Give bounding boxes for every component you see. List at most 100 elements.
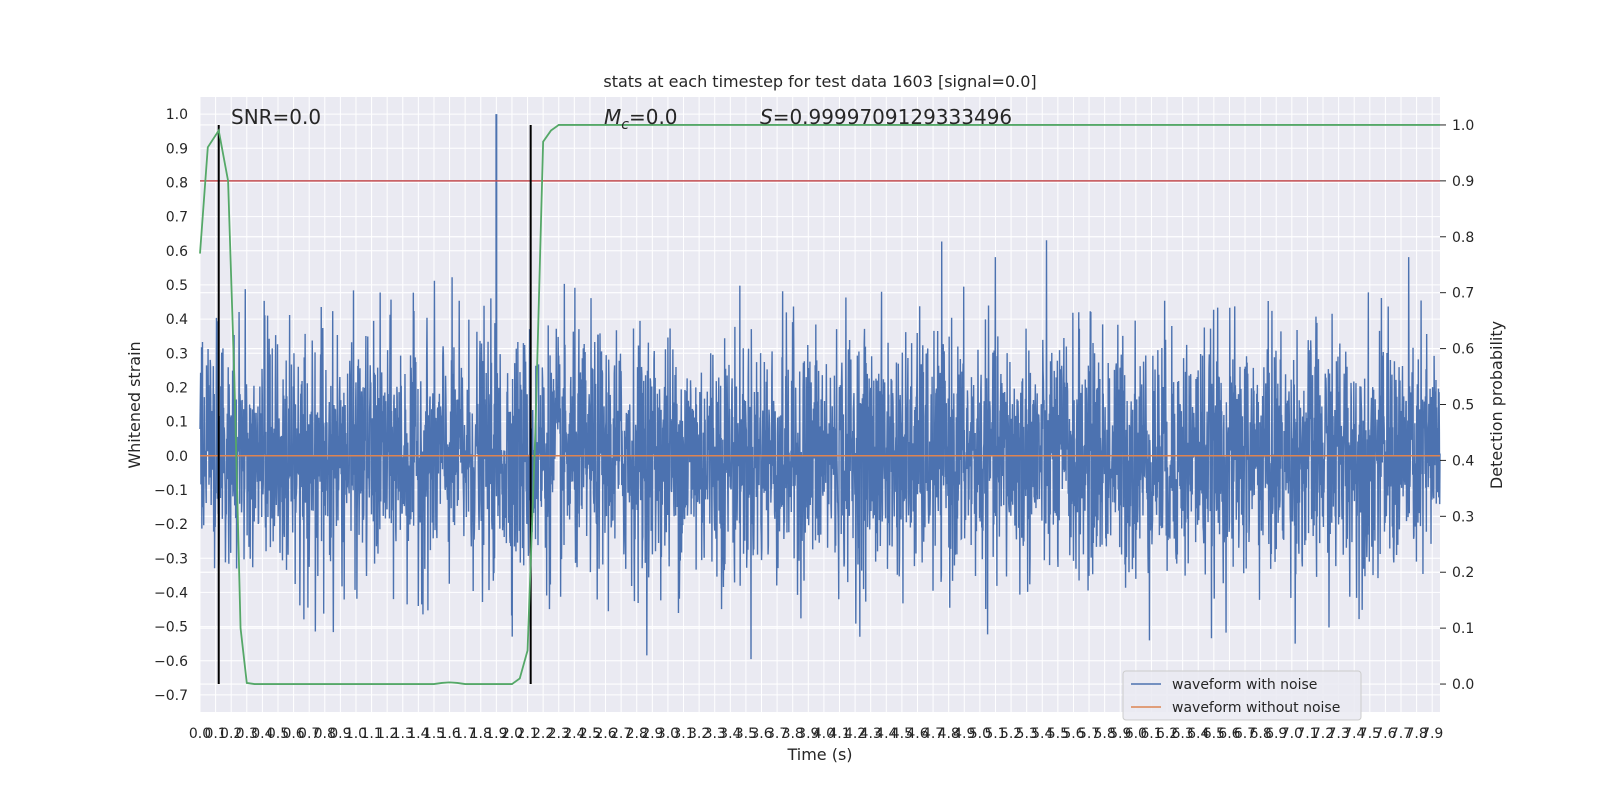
x-tick-label: 4.4	[875, 726, 897, 742]
series-detection-probability	[199, 124, 1440, 685]
x-tick-label: 4.1	[828, 726, 850, 742]
chirp-mass-annotation: Mc=0.0	[604, 105, 678, 133]
mc-symbol: M	[604, 105, 621, 129]
x-tick-label: 7.3	[1327, 726, 1349, 742]
x-tick-label: 0.9	[329, 726, 351, 742]
x-tick-label: 7.5	[1359, 726, 1381, 742]
y-tick-label-right: 0.1	[1452, 621, 1474, 637]
x-tick-label: 4.7	[922, 726, 944, 742]
x-tick-label: 7.6	[1374, 726, 1396, 742]
y-tick-label-right: 1.0	[1452, 118, 1474, 134]
x-tick-label: 3.8	[782, 726, 804, 742]
x-tick-label: 3.0	[657, 726, 679, 742]
x-tick-label: 0.1	[204, 726, 226, 742]
x-tick-label: 3.4	[719, 726, 741, 742]
x-tick-label: 0.8	[314, 726, 336, 742]
y-tick-label-left: −0.2	[154, 517, 188, 533]
x-tick-label: 6.1	[1140, 726, 1162, 742]
y-tick-label-right: 0.3	[1452, 509, 1474, 525]
x-tick-label: 2.3	[548, 726, 570, 742]
y-tick-label-right: 0.8	[1452, 230, 1474, 246]
y-tick-label-left: 0.6	[166, 244, 188, 260]
x-tick-label: 1.0	[345, 726, 367, 742]
x-tick-label: 4.3	[860, 726, 882, 742]
series-waveform-with-noise	[199, 240, 1441, 660]
x-tick-label: 5.1	[984, 726, 1006, 742]
x-tick-label: 1.2	[376, 726, 398, 742]
x-tick-label: 0.3	[236, 726, 258, 742]
y-tick-label-right: 0.4	[1452, 453, 1474, 469]
s-annotation: S=0.9999709129333496	[760, 105, 1012, 129]
tick-labels: 0.00.10.20.30.40.50.60.70.80.91.01.11.21…	[154, 107, 1474, 742]
legend: waveform with noise waveform without noi…	[1122, 670, 1362, 721]
x-tick-label: 4.0	[813, 726, 835, 742]
x-tick-label: 0.5	[267, 726, 289, 742]
x-tick-label: 1.3	[392, 726, 414, 742]
y-axis-label-right: Detection probability	[1487, 321, 1506, 489]
x-tick-label: 6.3	[1172, 726, 1194, 742]
x-axis-label: Time (s)	[786, 745, 852, 764]
x-tick-label: 5.7	[1078, 726, 1100, 742]
mc-value: =0.0	[629, 105, 678, 129]
y-tick-label-right: 0.6	[1452, 342, 1474, 358]
x-tick-label: 3.5	[735, 726, 757, 742]
y-tick-label-right: 0.9	[1452, 174, 1474, 190]
y-tick-label-left: −0.1	[154, 483, 188, 499]
x-tick-label: 3.2	[688, 726, 710, 742]
x-tick-label: 2.8	[626, 726, 648, 742]
x-tick-label: 6.0	[1125, 726, 1147, 742]
legend-box	[1122, 670, 1362, 721]
x-tick-label: 2.4	[563, 726, 585, 742]
x-tick-label: 7.2	[1312, 726, 1334, 742]
y-tick-label-right: 0.7	[1452, 286, 1474, 302]
y-tick-label-left: 1.0	[166, 107, 188, 123]
chart-title: stats at each timestep for test data 160…	[603, 72, 1036, 91]
x-tick-label: 5.8	[1094, 726, 1116, 742]
y-tick-label-left: 0.3	[166, 346, 188, 362]
x-tick-label: 5.6	[1062, 726, 1084, 742]
y-tick-label-left: 0.1	[166, 415, 188, 431]
x-tick-label: 4.5	[891, 726, 913, 742]
x-tick-label: 6.5	[1203, 726, 1225, 742]
y-tick-label-left: −0.3	[154, 551, 188, 567]
x-tick-label: 5.9	[1109, 726, 1131, 742]
mc-subscript: c	[621, 117, 629, 133]
x-tick-label: 5.5	[1047, 726, 1069, 742]
x-tick-label: 7.7	[1390, 726, 1412, 742]
x-tick-label: 4.8	[938, 726, 960, 742]
x-tick-label: 7.0	[1281, 726, 1303, 742]
x-tick-label: 1.4	[407, 726, 429, 742]
y-tick-label-right: 0.0	[1452, 677, 1474, 693]
x-tick-label: 5.4	[1031, 726, 1053, 742]
x-tick-label: 0.0	[189, 726, 211, 742]
x-tick-label: 7.4	[1343, 726, 1365, 742]
x-tick-label: 1.6	[438, 726, 460, 742]
x-tick-label: 6.2	[1156, 726, 1178, 742]
x-tick-label: 2.7	[610, 726, 632, 742]
x-tick-label: 2.9	[641, 726, 663, 742]
x-tick-label: 3.9	[797, 726, 819, 742]
y-tick-label-left: 0.9	[166, 141, 188, 157]
x-tick-label: 6.6	[1218, 726, 1240, 742]
y-tick-label-left: 0.7	[166, 210, 188, 226]
y-tick-label-left: 0.2	[166, 380, 188, 396]
x-tick-label: 0.6	[282, 726, 304, 742]
legend-label-clean: waveform without noise	[1172, 700, 1340, 716]
s-symbol: S	[760, 105, 773, 129]
x-tick-label: 5.0	[969, 726, 991, 742]
x-tick-label: 3.1	[672, 726, 694, 742]
x-tick-label: 6.4	[1187, 726, 1209, 742]
x-tick-label: 6.8	[1249, 726, 1271, 742]
y-tick-label-right: 0.5	[1452, 398, 1474, 414]
x-tick-label: 6.7	[1234, 726, 1256, 742]
y-axis-label-left: Whitened strain	[125, 341, 144, 468]
x-tick-label: 1.9	[485, 726, 507, 742]
y-tick-label-left: 0.8	[166, 175, 188, 191]
y-tick-label-right: 0.2	[1452, 565, 1474, 581]
x-tick-label: 3.6	[750, 726, 772, 742]
x-tick-label: 1.1	[360, 726, 382, 742]
y-tick-label-left: −0.7	[154, 688, 188, 704]
data-layer	[199, 114, 1441, 685]
y-tick-label-left: 0.0	[166, 449, 188, 465]
legend-label-noise: waveform with noise	[1172, 677, 1317, 693]
